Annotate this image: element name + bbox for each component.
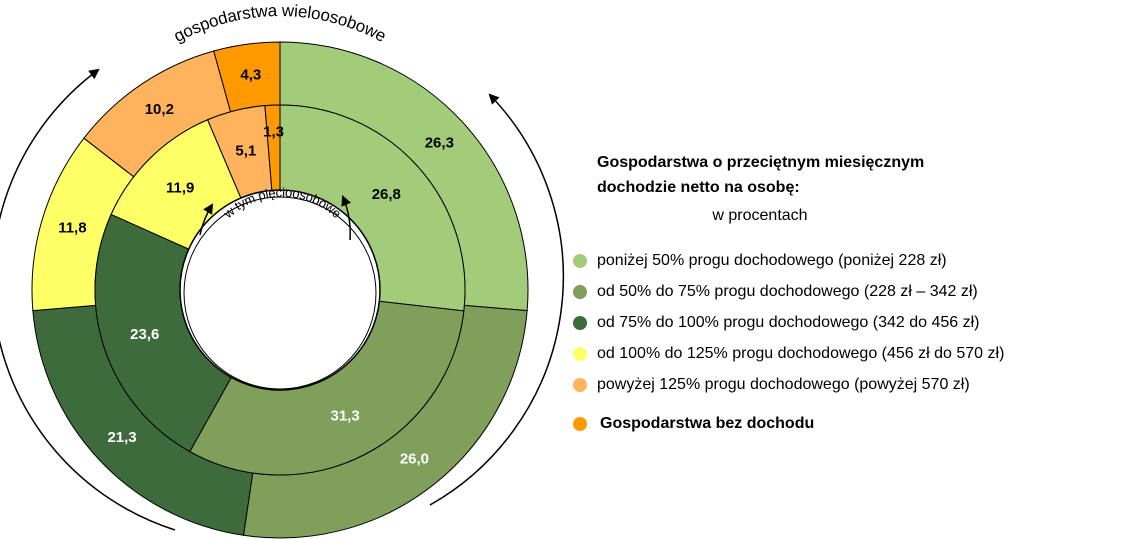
outer-label: gospodarstwa wieloosobowe (171, 1, 389, 46)
legend-label: od 50% do 75% progu dochodowego (228 zł … (597, 283, 978, 300)
outer-label-path: gospodarstwa wieloosobowe (171, 1, 389, 46)
legend-marker (573, 254, 587, 268)
value-label: 1,3 (263, 124, 284, 141)
legend-label: Gospodarstwa bez dochodu (600, 415, 814, 432)
legend-label: od 100% do 125% progu dochodowego (456 z… (597, 345, 1004, 362)
value-label: 23,6 (130, 326, 159, 343)
value-label: 26,8 (372, 186, 401, 203)
legend-title: Gospodarstwa o przeciętnym miesięcznym (597, 154, 924, 171)
legend-marker (573, 417, 587, 431)
value-label: 21,3 (107, 429, 136, 446)
legend-subtitle: w procentach (711, 207, 807, 224)
legend-label: poniżej 50% progu dochodowego (poniżej 2… (597, 252, 947, 269)
inner-arrow-right (341, 195, 352, 241)
legend-label: od 75% do 100% progu dochodowego (342 do… (597, 314, 980, 331)
legend-label: powyżej 125% progu dochodowego (powyżej … (597, 376, 970, 393)
legend-marker (573, 285, 587, 299)
value-label: 5,1 (235, 143, 256, 160)
legend-marker (573, 316, 587, 330)
inner-hole (179, 189, 381, 391)
value-label: 26,3 (425, 134, 454, 151)
rings: 26,3 26,0 21,3 11,8 10,2 4,3 26,8 31,3 23,6 11,9 5… (31, 41, 529, 539)
legend: poniżej 50% progu dochodowego (poniżej 2… (573, 252, 1004, 432)
inner-hole-line (183, 196, 377, 390)
value-label: 11,8 (58, 220, 86, 237)
legend-title: dochodzie netto na osobę: (597, 179, 800, 196)
legend-marker (573, 347, 587, 361)
outer-arrow-right (429, 93, 565, 506)
value-label: 26,0 (400, 451, 429, 468)
value-label: 4,3 (240, 66, 261, 83)
legend-marker (573, 378, 587, 392)
value-label: 31,3 (330, 408, 359, 425)
inner-arrow-left (199, 203, 214, 236)
outer-arrow-left (0, 68, 176, 531)
value-label: 10,2 (145, 101, 174, 118)
value-label: 11,9 (166, 179, 194, 196)
